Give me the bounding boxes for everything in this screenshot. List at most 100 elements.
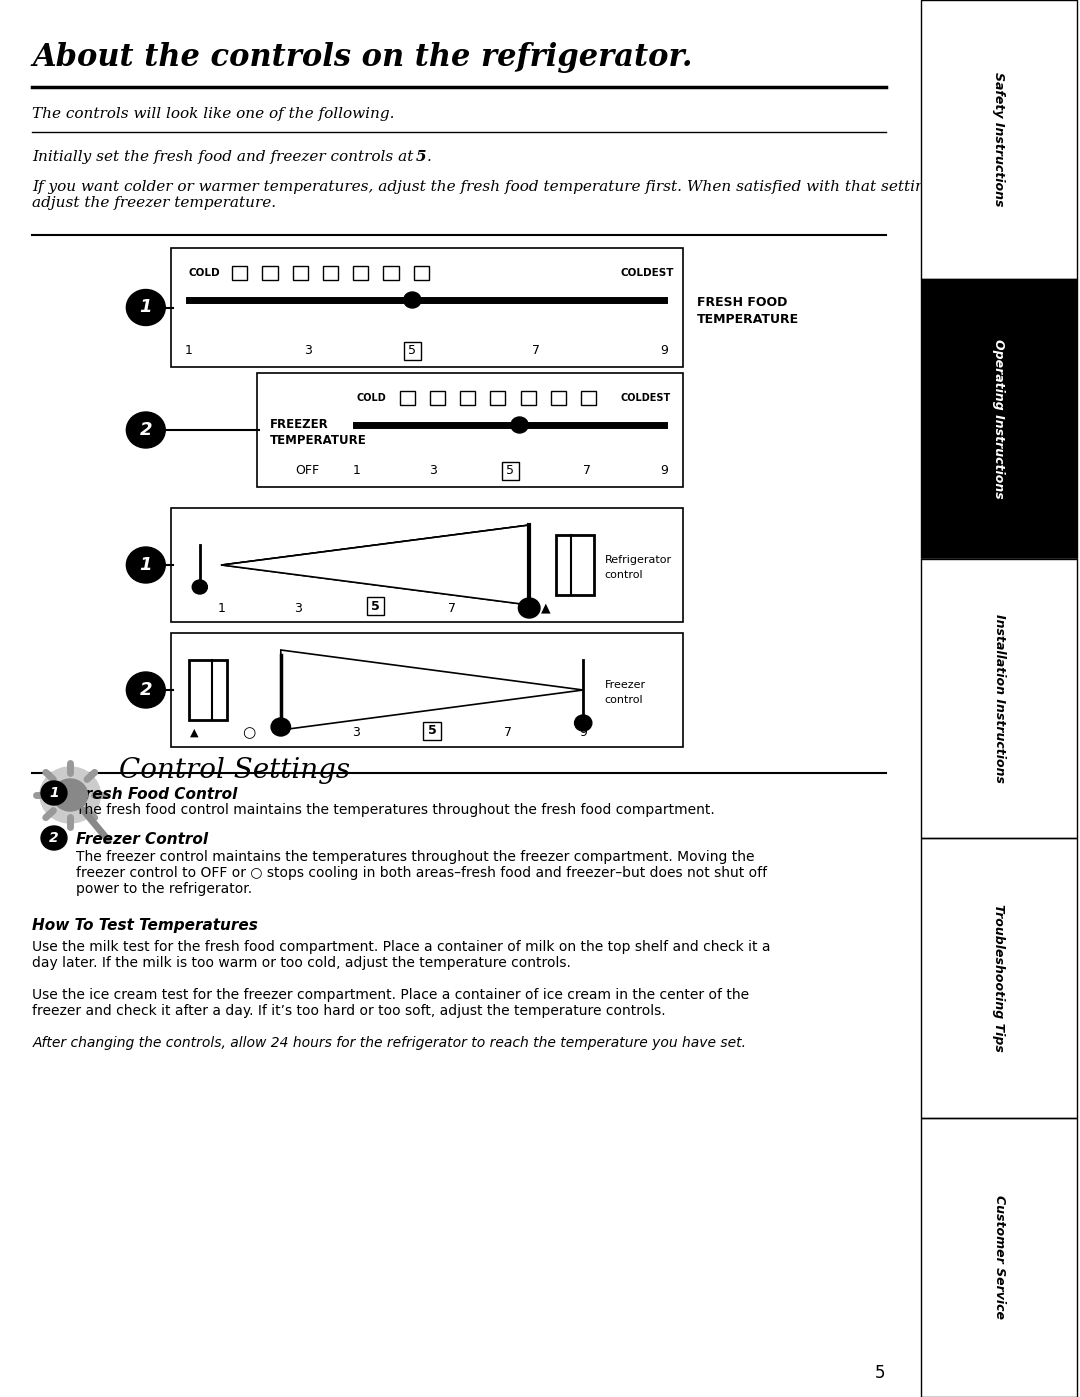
Text: Freezer: Freezer	[605, 680, 646, 690]
Text: 5: 5	[416, 149, 427, 163]
Bar	[921, 1118, 1077, 1397]
Circle shape	[192, 580, 207, 594]
Text: 9: 9	[660, 464, 669, 478]
Text: 7: 7	[583, 464, 591, 478]
Text: TEMPERATURE: TEMPERATURE	[270, 433, 367, 447]
Text: TEMPERATURE: TEMPERATURE	[697, 313, 799, 326]
Text: 5: 5	[507, 464, 514, 478]
Text: Installation Instructions: Installation Instructions	[993, 615, 1005, 782]
Text: 1: 1	[139, 556, 152, 574]
Text: Safety Instructions: Safety Instructions	[993, 73, 1005, 207]
Text: How To Test Temperatures: How To Test Temperatures	[32, 918, 258, 933]
Text: Customer Service: Customer Service	[993, 1196, 1005, 1319]
Bar	[501, 462, 518, 481]
Text: About the controls on the refrigerator.: About the controls on the refrigerator.	[32, 42, 693, 73]
Bar	[921, 279, 1077, 559]
Circle shape	[41, 826, 67, 849]
Circle shape	[53, 780, 87, 812]
Text: The controls will look like one of the following.: The controls will look like one of the f…	[32, 108, 395, 122]
Text: 1: 1	[352, 464, 361, 478]
Text: Fresh Food Control: Fresh Food Control	[76, 787, 237, 802]
Text: FREEZER: FREEZER	[270, 419, 328, 432]
Circle shape	[404, 292, 421, 307]
Text: 5: 5	[408, 345, 417, 358]
Circle shape	[126, 289, 165, 326]
Text: Refrigerator: Refrigerator	[605, 555, 672, 564]
Bar	[293, 265, 308, 279]
Text: OFF: OFF	[296, 464, 320, 478]
Text: Initially set the fresh food and freezer controls at: Initially set the fresh food and freezer…	[32, 149, 419, 163]
Bar	[551, 391, 566, 405]
Text: If you want colder or warmer temperatures, adjust the fresh food temperature fir: If you want colder or warmer temperature…	[32, 180, 940, 210]
Bar	[404, 342, 421, 360]
Text: 3: 3	[430, 464, 437, 478]
Bar	[921, 0, 1077, 279]
FancyBboxPatch shape	[171, 509, 683, 622]
Bar	[521, 391, 536, 405]
Bar	[383, 265, 399, 279]
Text: Control Settings: Control Settings	[119, 757, 350, 784]
Text: 1: 1	[50, 787, 58, 800]
Text: 5: 5	[875, 1363, 886, 1382]
Bar	[423, 722, 441, 740]
Bar	[189, 659, 227, 719]
Bar	[581, 391, 596, 405]
Circle shape	[511, 416, 528, 433]
Bar	[921, 559, 1077, 838]
Bar	[262, 265, 278, 279]
Circle shape	[575, 715, 592, 731]
Circle shape	[126, 412, 165, 448]
Bar	[323, 265, 338, 279]
Text: 5: 5	[428, 725, 436, 738]
Text: ▲: ▲	[190, 728, 199, 738]
Text: 7: 7	[531, 345, 540, 358]
Text: Use the ice cream test for the freezer compartment. Place a container of ice cre: Use the ice cream test for the freezer c…	[32, 988, 750, 1018]
Text: Freezer Control: Freezer Control	[76, 833, 207, 847]
Text: .: .	[427, 149, 432, 163]
FancyBboxPatch shape	[171, 249, 683, 367]
Text: control: control	[605, 694, 644, 705]
Text: FRESH FOOD: FRESH FOOD	[697, 296, 787, 309]
FancyBboxPatch shape	[171, 633, 683, 747]
Circle shape	[40, 767, 100, 823]
Circle shape	[126, 548, 165, 583]
Text: 1: 1	[217, 602, 226, 615]
Text: control: control	[605, 570, 644, 580]
FancyBboxPatch shape	[257, 373, 683, 488]
Bar	[232, 265, 247, 279]
Circle shape	[271, 718, 291, 736]
Text: COLDEST: COLDEST	[621, 268, 675, 278]
Text: Operating Instructions: Operating Instructions	[993, 339, 1005, 499]
Text: 3: 3	[295, 602, 302, 615]
Text: 1: 1	[276, 726, 285, 739]
Text: Troubleshooting Tips: Troubleshooting Tips	[993, 904, 1005, 1052]
Text: COLDEST: COLDEST	[621, 393, 672, 402]
Bar	[353, 265, 368, 279]
Bar	[921, 1118, 1077, 1397]
Text: 2: 2	[139, 680, 152, 698]
Text: COLD: COLD	[356, 393, 387, 402]
Text: 9: 9	[525, 602, 534, 615]
Bar	[414, 265, 429, 279]
Text: 1: 1	[139, 299, 152, 317]
Circle shape	[41, 781, 67, 805]
Text: COLD: COLD	[189, 268, 220, 278]
Text: ▲: ▲	[541, 602, 550, 615]
Bar	[921, 838, 1077, 1118]
Text: 2: 2	[50, 831, 58, 845]
Polygon shape	[221, 525, 529, 605]
Text: Use the milk test for the fresh food compartment. Place a container of milk on t: Use the milk test for the fresh food com…	[32, 940, 771, 970]
Text: The fresh food control maintains the temperatures throughout the fresh food comp: The fresh food control maintains the tem…	[76, 803, 714, 817]
Text: 1: 1	[185, 345, 193, 358]
Bar	[400, 391, 415, 405]
Text: 9: 9	[660, 345, 669, 358]
Bar	[921, 559, 1077, 838]
Text: The freezer control maintains the temperatures throughout the freezer compartmen: The freezer control maintains the temper…	[76, 849, 767, 897]
Circle shape	[518, 598, 540, 617]
Text: 5: 5	[370, 599, 380, 612]
Text: 3: 3	[352, 726, 361, 739]
Bar	[921, 0, 1077, 279]
Bar	[556, 535, 594, 595]
Bar	[460, 391, 475, 405]
Text: ○: ○	[242, 725, 255, 740]
